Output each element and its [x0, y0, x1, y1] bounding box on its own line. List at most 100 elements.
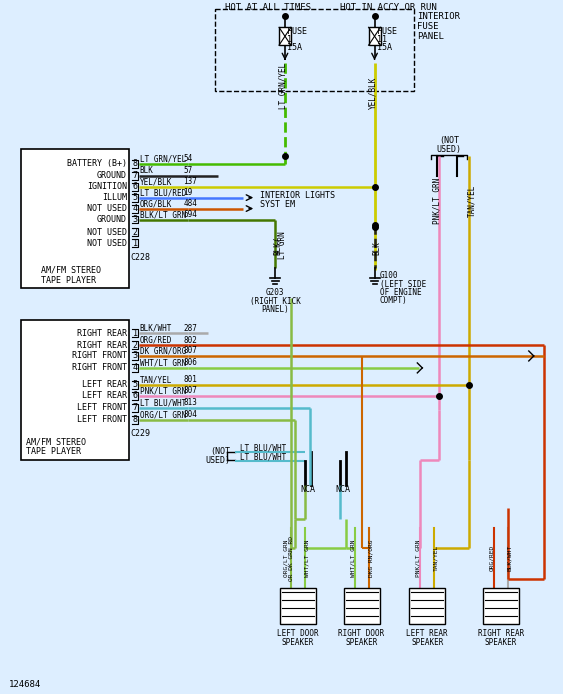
Text: 7: 7 [133, 171, 138, 180]
Text: DK GRN/ORG: DK GRN/ORG [140, 346, 186, 355]
Text: USED): USED) [205, 456, 230, 465]
Text: AM/FM STEREO: AM/FM STEREO [26, 437, 86, 446]
Text: PNK/LT GRN: PNK/LT GRN [416, 539, 421, 577]
Text: 19: 19 [184, 188, 193, 197]
Text: HOT AT ALL TIMES: HOT AT ALL TIMES [225, 3, 311, 12]
Text: 287: 287 [184, 323, 198, 332]
Text: INTERIOR LIGHTS: INTERIOR LIGHTS [260, 191, 335, 200]
Text: NOT USED: NOT USED [87, 228, 127, 237]
Bar [21, 149, 129, 288]
Text: 3: 3 [133, 215, 138, 224]
Text: ORG/BLK: ORG/BLK [140, 199, 172, 208]
Text: YEL/BLK: YEL/BLK [140, 177, 172, 186]
Text: TAN/YEL: TAN/YEL [467, 185, 476, 217]
Text: FUSE: FUSE [417, 22, 439, 31]
Text: IGNITION: IGNITION [87, 182, 127, 191]
Text: 2: 2 [133, 341, 138, 350]
Text: RIGHT DOOR: RIGHT DOOR [338, 629, 385, 638]
Text: SPEAKER: SPEAKER [282, 638, 314, 647]
Text: INTERIOR: INTERIOR [417, 12, 461, 21]
Text: LT BLU/RED: LT BLU/RED [140, 188, 186, 197]
Text: BLK/WHT: BLK/WHT [140, 323, 172, 332]
Text: TAPE PLAYER: TAPE PLAYER [26, 447, 81, 456]
Text: NCA: NCA [301, 485, 315, 494]
Text: WHT/LT GRN: WHT/LT GRN [140, 358, 186, 367]
Bar [369, 27, 381, 45]
Text: LEFT REAR: LEFT REAR [82, 391, 127, 400]
Text: 3: 3 [133, 351, 138, 360]
Text: LEFT REAR: LEFT REAR [82, 380, 127, 389]
Bar [280, 588, 316, 624]
Text: BLK: BLK [372, 242, 381, 255]
Text: (RIGHT KICK: (RIGHT KICK [249, 296, 301, 305]
Text: 802: 802 [184, 335, 198, 344]
Text: FUSE: FUSE [377, 27, 396, 36]
Text: 1: 1 [133, 239, 138, 248]
Text: 6: 6 [133, 391, 138, 400]
Text: LT GRN/YEL: LT GRN/YEL [279, 62, 288, 109]
Text: LEFT REAR: LEFT REAR [406, 629, 448, 638]
Text: 5: 5 [133, 193, 138, 202]
Text: GROUND: GROUND [97, 215, 127, 224]
Text: NOT USED: NOT USED [87, 239, 127, 248]
Text: 4: 4 [133, 364, 138, 373]
Text: BATTERY (B+): BATTERY (B+) [67, 159, 127, 168]
Text: OF ENGINE: OF ENGINE [379, 288, 421, 297]
Text: 2: 2 [133, 228, 138, 237]
Text: 8: 8 [133, 415, 138, 424]
Text: ILLUM: ILLUM [102, 193, 127, 202]
Text: GROUND: GROUND [97, 171, 127, 180]
Text: TAPE PLAYER: TAPE PLAYER [41, 276, 96, 285]
Text: WHT/LT GRN: WHT/LT GRN [305, 539, 310, 577]
Text: NCA: NCA [335, 485, 350, 494]
Text: 484: 484 [184, 199, 198, 208]
Text: USED): USED) [437, 145, 462, 154]
Bar [279, 27, 291, 45]
Bar [483, 588, 519, 624]
Text: 54: 54 [184, 154, 193, 163]
Text: 806: 806 [184, 358, 198, 367]
Text: (NOT: (NOT [439, 136, 459, 145]
Text: 137: 137 [184, 177, 198, 186]
Bar [409, 588, 445, 624]
Text: 5: 5 [133, 380, 138, 389]
Text: LEFT FRONT: LEFT FRONT [77, 415, 127, 424]
Text: 807: 807 [184, 346, 198, 355]
Text: (NOT: (NOT [210, 447, 230, 456]
Text: ORG/LT GRN: ORG/LT GRN [140, 410, 186, 419]
Text: C229: C229 [131, 429, 151, 438]
Bar [21, 320, 129, 459]
Text: LEFT FRONT: LEFT FRONT [77, 403, 127, 412]
Text: LT BLU/WHT: LT BLU/WHT [240, 452, 287, 461]
Text: YEL/BLK: YEL/BLK [368, 76, 377, 109]
Text: 813: 813 [184, 398, 198, 407]
Text: ORG/RED: ORG/RED [489, 545, 494, 571]
Text: PNK/LT GRN: PNK/LT GRN [433, 178, 442, 223]
Bar [343, 588, 379, 624]
Text: 15A: 15A [287, 43, 302, 52]
Text: PANEL: PANEL [417, 32, 444, 41]
Text: TAN/YEL: TAN/YEL [140, 375, 172, 384]
Text: LT GRN: LT GRN [279, 232, 288, 260]
Text: BLK/LT GRN: BLK/LT GRN [140, 210, 186, 219]
Text: 57: 57 [184, 166, 193, 175]
Text: 124684: 124684 [10, 680, 42, 689]
Text: RIGHT REAR: RIGHT REAR [77, 341, 127, 350]
Text: 4: 4 [133, 204, 138, 213]
Text: RIGHT REAR: RIGHT REAR [478, 629, 524, 638]
Text: SPEAKER: SPEAKER [346, 638, 378, 647]
Text: G100: G100 [379, 271, 398, 280]
Text: RIGHT FRONT: RIGHT FRONT [72, 364, 127, 373]
Text: 8: 8 [133, 159, 138, 168]
Bar [215, 9, 414, 91]
Text: RIGHT REAR: RIGHT REAR [77, 328, 127, 337]
Text: LEFT DOOR: LEFT DOOR [277, 629, 319, 638]
Text: LT BLU/WHT: LT BLU/WHT [140, 398, 186, 407]
Text: 6: 6 [133, 182, 138, 191]
Text: SPEAKER: SPEAKER [485, 638, 517, 647]
Text: RIGHT FRONT: RIGHT FRONT [72, 351, 127, 360]
Text: 694: 694 [184, 210, 198, 219]
Text: PANEL): PANEL) [261, 305, 289, 314]
Text: ORG/LT GRN
OR DK GRN RD: ORG/LT GRN OR DK GRN RD [284, 536, 294, 581]
Text: 7: 7 [133, 403, 138, 412]
